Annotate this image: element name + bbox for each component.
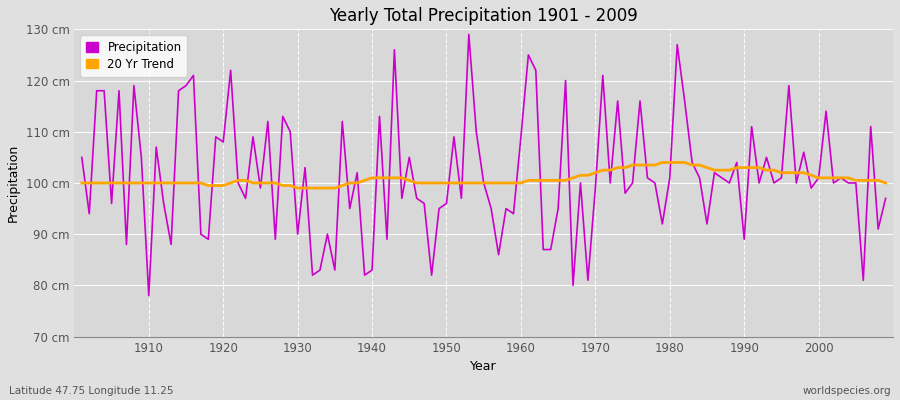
Y-axis label: Precipitation: Precipitation (7, 144, 20, 222)
20 Yr Trend (307, 186, 318, 190)
Legend: Precipitation, 20 Yr Trend: Precipitation, 20 Yr Trend (80, 35, 187, 76)
Text: Latitude 47.75 Longitude 11.25: Latitude 47.75 Longitude 11.25 (9, 386, 174, 396)
Precipitation (464, 32, 474, 37)
Precipitation (307, 273, 318, 278)
20 Yr Trend (352, 180, 363, 185)
20 Yr Trend (76, 180, 87, 185)
20 Yr Trend (292, 186, 303, 190)
Precipitation (530, 68, 541, 73)
20 Yr Trend (612, 165, 623, 170)
20 Yr Trend (657, 160, 668, 165)
Precipitation (523, 52, 534, 57)
Precipitation (143, 293, 154, 298)
Title: Yearly Total Precipitation 1901 - 2009: Yearly Total Precipitation 1901 - 2009 (329, 7, 638, 25)
Precipitation (136, 155, 147, 160)
X-axis label: Year: Year (471, 360, 497, 373)
Line: 20 Yr Trend: 20 Yr Trend (82, 162, 886, 188)
20 Yr Trend (136, 180, 147, 185)
20 Yr Trend (880, 180, 891, 185)
20 Yr Trend (516, 180, 526, 185)
Line: Precipitation: Precipitation (82, 34, 886, 296)
Precipitation (76, 155, 87, 160)
Precipitation (352, 170, 363, 175)
Precipitation (620, 191, 631, 196)
20 Yr Trend (523, 178, 534, 183)
Precipitation (880, 196, 891, 201)
Text: worldspecies.org: worldspecies.org (803, 386, 891, 396)
